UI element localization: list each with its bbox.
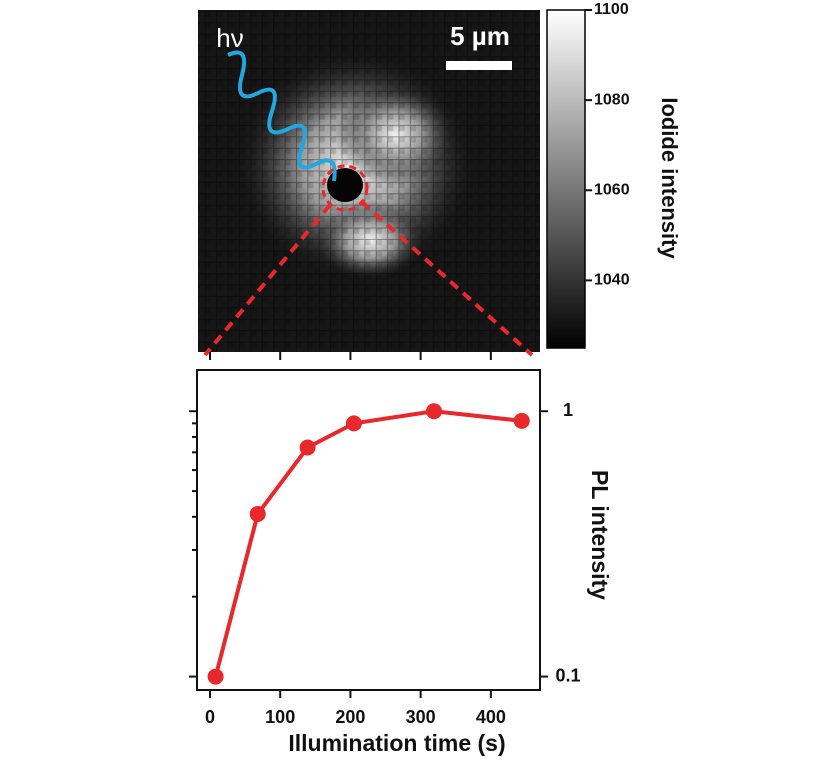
x-tick-label: 400 xyxy=(476,707,506,727)
y-tick-label: 1 xyxy=(563,400,573,420)
plot-frame xyxy=(196,369,541,691)
scale-bar-label: 5 µm xyxy=(450,21,510,51)
series-line xyxy=(213,409,522,678)
data-point xyxy=(207,668,224,685)
x-tick-label: 0 xyxy=(205,707,215,727)
colorbar-tick-label: 1060 xyxy=(594,181,630,198)
micrograph xyxy=(198,10,540,357)
data-point xyxy=(513,412,530,429)
data-point xyxy=(345,415,362,432)
data-point xyxy=(249,505,266,522)
light-label: hν xyxy=(216,23,243,53)
y-tick-label: 0.1 xyxy=(555,665,580,685)
colorbar-tick-label: 1080 xyxy=(594,91,630,108)
colorbar-title: Iodide intensity xyxy=(657,97,682,259)
colorbar-tick-label: 1040 xyxy=(594,272,630,289)
x-tick-label: 200 xyxy=(335,707,365,727)
colorbar xyxy=(546,9,586,349)
x-tick-label: 300 xyxy=(406,707,436,727)
colorbar-tick-label: 1100 xyxy=(594,1,629,18)
y-axis-title: PL intensity xyxy=(587,470,613,600)
data-point xyxy=(299,439,316,456)
x-tick-label: 100 xyxy=(265,707,295,727)
x-axis-title: Illumination time (s) xyxy=(288,730,505,756)
data-point xyxy=(425,403,442,420)
